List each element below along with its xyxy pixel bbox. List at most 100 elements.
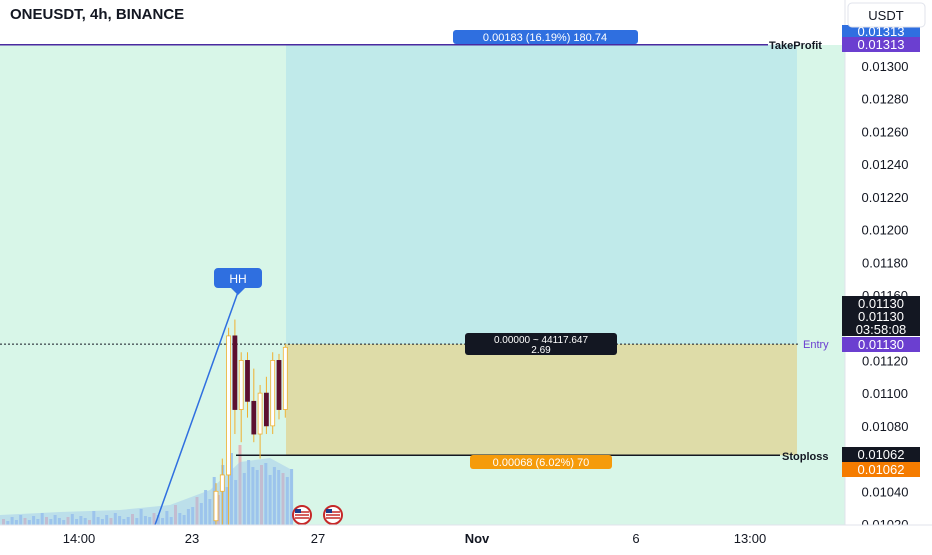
volume-bar-46: [199, 503, 203, 525]
volume-bar-65: [281, 473, 285, 525]
entry-line-label: Entry: [803, 339, 829, 351]
volume-bar-22: [96, 517, 100, 525]
take-profit-zone[interactable]: [286, 44, 797, 345]
volume-bar-41: [178, 513, 182, 525]
entry-info-line2: 2.69: [531, 345, 551, 356]
volume-bar-38: [165, 511, 169, 525]
volume-bar-36: [156, 515, 160, 525]
volume-bar-12: [53, 515, 57, 525]
volume-bar-63: [272, 467, 276, 525]
volume-bar-48: [208, 499, 212, 525]
volume-bar-31: [135, 518, 139, 525]
currency-button[interactable]: USDT: [847, 2, 926, 28]
volume-bar-47: [204, 490, 208, 525]
trend-line[interactable]: [154, 291, 239, 526]
volume-bar-19: [83, 518, 87, 525]
volume-bar-43: [186, 509, 190, 525]
volume-bar-0: [2, 519, 5, 525]
volume-bar-13: [57, 518, 61, 525]
candle-layer: [213, 319, 288, 549]
volume-bar-14: [62, 520, 66, 525]
volume-bar-59: [255, 470, 259, 525]
price-tick-1: 0.01280: [862, 92, 909, 107]
price-tick-9: 0.01100: [862, 386, 908, 401]
volume-bar-33: [143, 516, 147, 525]
volume-bar-42: [182, 515, 186, 525]
volume-ma-area: [0, 458, 292, 525]
candle-body-3: [232, 335, 238, 410]
volume-bar-4: [19, 515, 23, 525]
volume-bar-21: [92, 511, 96, 525]
volume-bar-66: [285, 477, 289, 525]
volume-bar-27: [118, 516, 122, 525]
volume-bar-28: [122, 519, 126, 525]
stop-loss-axis-text: 0.01062: [858, 447, 905, 462]
entry-info-line1: 0.00000 ~ 44117.647: [494, 335, 589, 346]
stop-loss-line-label: Stoploss: [782, 451, 828, 463]
take-profit-axis-label: 0.01313 0.01313: [842, 24, 920, 52]
hh-annotation[interactable]: HH: [214, 268, 262, 295]
volume-bar-45: [195, 497, 199, 525]
volume-bar-23: [100, 519, 104, 525]
volume-bar-61: [264, 463, 268, 525]
volume-bar-26: [113, 513, 117, 525]
stop-loss-axis-text-2: 0.01062: [858, 462, 905, 477]
volume-bar-15: [66, 517, 70, 525]
price-tick-2: 0.01260: [862, 124, 909, 139]
time-axis[interactable]: [0, 525, 932, 550]
last-price-value-2: 0.01130: [858, 309, 904, 324]
volume-bar-5: [23, 518, 27, 525]
stop-loss-zone[interactable]: [286, 344, 797, 456]
entry-info-badge[interactable]: 0.00000 ~ 44117.647 2.69: [465, 333, 617, 356]
volume-bar-2: [10, 517, 14, 525]
volume-bar-35: [152, 513, 156, 525]
volume-bar-60: [260, 465, 263, 525]
volume-bar-16: [70, 514, 74, 525]
volume-bar-50: [217, 495, 220, 525]
volume-bar-37: [161, 518, 165, 525]
volume-bar-10: [45, 517, 48, 525]
volume-bar-8: [36, 519, 40, 525]
last-price-axis-label: 0.01130 0.01130 03:58:08: [842, 296, 920, 337]
take-profit-info-text: 0.00183 (16.19%) 180.74: [483, 32, 607, 44]
volume-bar-62: [268, 475, 272, 525]
volume-bar-29: [126, 517, 130, 525]
price-tick-4: 0.01220: [862, 190, 909, 205]
stop-loss-info-badge[interactable]: 0.00068 (6.02%) 70: [470, 455, 612, 469]
take-profit-line-label: TakeProfit: [769, 40, 822, 52]
volume-bar-54: [234, 480, 238, 525]
volume-bar-39: [169, 517, 173, 525]
economic-event-icon[interactable]: [292, 505, 312, 525]
volume-bar-18: [79, 516, 83, 525]
price-tick-5: 0.01200: [862, 223, 909, 238]
take-profit-info-badge[interactable]: 0.00183 (16.19%) 180.74: [453, 30, 638, 44]
candle-body-11: [282, 346, 288, 410]
volume-bar-30: [131, 514, 134, 525]
candle-body-4: [238, 360, 244, 410]
volume-bar-7: [32, 516, 36, 525]
volume-bar-9: [40, 513, 44, 525]
candle-body-6: [251, 400, 257, 435]
volume-bar-55: [238, 445, 242, 525]
volume-bar-52: [225, 487, 229, 525]
price-tick-0: 0.01300: [862, 59, 909, 74]
last-price-value: 0.01130: [858, 296, 904, 311]
time-tick-23: 23: [185, 531, 199, 546]
economic-event-icon-2[interactable]: [323, 505, 343, 525]
price-axis[interactable]: [845, 0, 932, 525]
volume-bar-17: [75, 519, 79, 525]
price-tick-6: 0.01180: [862, 255, 908, 270]
currency-button-label: USDT: [868, 8, 903, 23]
price-tick-10: 0.01080: [862, 419, 909, 434]
entry-axis-text: 0.01130: [858, 337, 904, 352]
take-profit-axis-text-top: 0.01313: [858, 24, 905, 39]
volume-bar-64: [277, 470, 281, 525]
volume-bar-11: [49, 519, 53, 525]
volume-bar-34: [148, 517, 152, 525]
time-tick-1400: 14:00: [63, 531, 96, 546]
volume-bar-58: [251, 467, 255, 525]
price-tick-8: 0.01120: [862, 353, 908, 368]
candle-body-9: [270, 360, 276, 427]
